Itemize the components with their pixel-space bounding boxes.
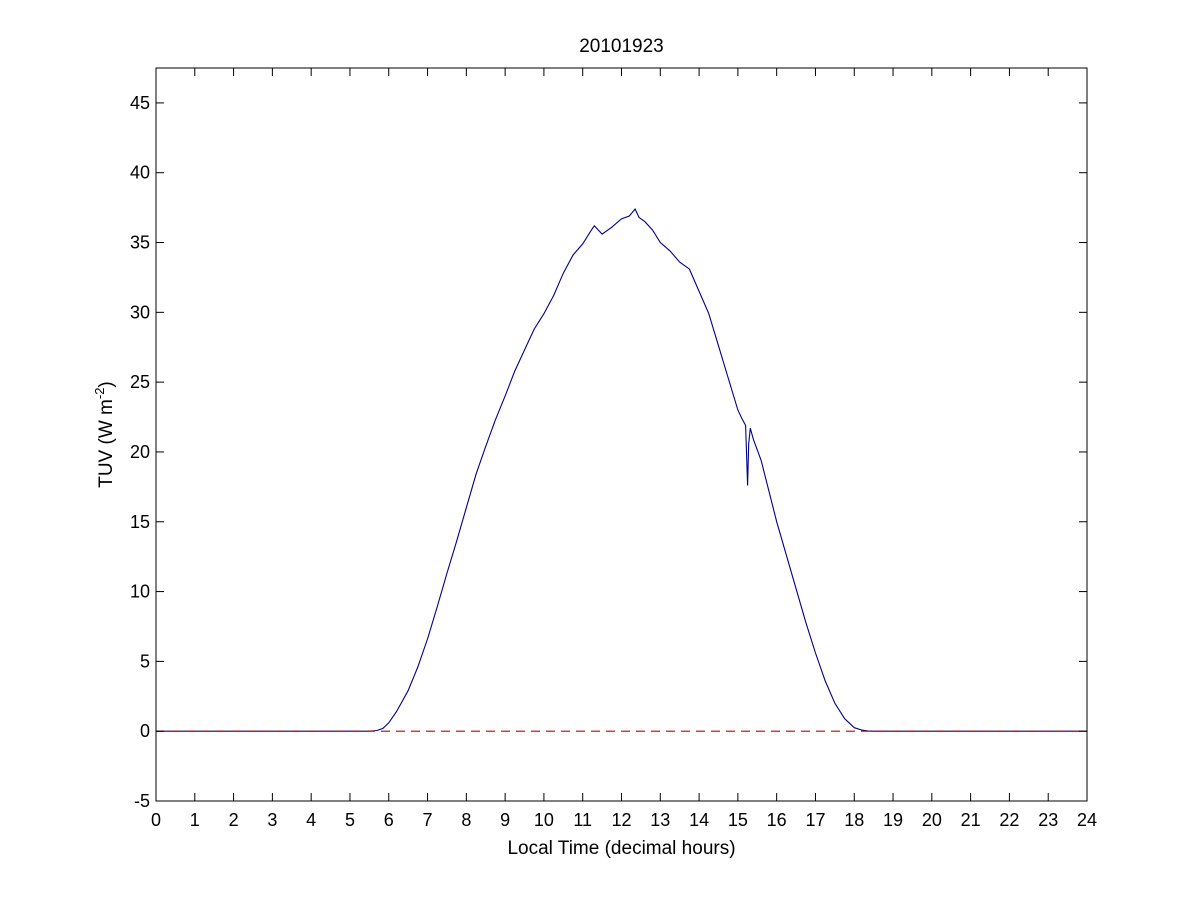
x-tick-label: 24	[1077, 810, 1097, 830]
y-tick-label: 45	[130, 93, 150, 113]
x-axis-label: Local Time (decimal hours)	[507, 838, 735, 859]
y-tick-label: 15	[130, 512, 150, 532]
series-layer	[156, 207, 1087, 732]
x-tick-label: 4	[306, 810, 316, 830]
x-tick-label: 0	[151, 810, 161, 830]
x-tick-label: 6	[384, 810, 394, 830]
chart-title: 20101923	[579, 36, 664, 57]
y-tick-label: 0	[140, 721, 150, 741]
x-tick-label: 22	[999, 810, 1019, 830]
x-tick-label: 20	[922, 810, 942, 830]
x-tick-label: 1	[190, 810, 200, 830]
x-tick-label: 11	[573, 810, 592, 830]
x-tick-label: 23	[1038, 810, 1058, 830]
x-tick-label: 15	[728, 810, 748, 830]
y-axis-label-superscript: -2	[92, 388, 107, 400]
x-tick-label: 17	[805, 810, 825, 830]
x-tick-label: 3	[267, 810, 277, 830]
x-tick-label: 18	[844, 810, 864, 830]
x-tick-label: 21	[961, 810, 981, 830]
x-tick-label: 10	[534, 810, 554, 830]
y-tick-label: -5	[134, 791, 150, 811]
y-tick-label: 5	[140, 651, 150, 671]
x-tick-label: 19	[883, 810, 903, 830]
x-tick-label: 14	[689, 810, 709, 830]
y-axis-label-main: TUV (W m	[96, 399, 117, 488]
y-tick-label: 35	[130, 233, 150, 253]
x-tick-label: 9	[500, 810, 510, 830]
x-tick-label: 2	[229, 810, 239, 830]
y-tick-label: 20	[130, 442, 150, 462]
x-axis-ticks: 0 1 2 3 4 5 6 7 8 9 10 11 12 13 14 15 16 17 18 19 20 21 22 23 24	[151, 68, 1097, 830]
y-axis-ticks: -5 0 5 10 15 20 25 30 35 40 45	[130, 93, 1087, 811]
x-tick-label: 13	[650, 810, 670, 830]
x-tick-label: 16	[767, 810, 787, 830]
y-tick-label: 10	[130, 582, 150, 602]
tuv-series-line	[156, 207, 1087, 732]
y-axis-label: TUV (W m-2)	[92, 381, 117, 488]
y-tick-label: 30	[130, 302, 150, 322]
plot-area	[156, 68, 1087, 801]
x-tick-label: 5	[345, 810, 355, 830]
x-tick-label: 7	[423, 810, 433, 830]
y-tick-label: 40	[130, 163, 150, 183]
x-tick-label: 12	[611, 810, 631, 830]
y-tick-label: 25	[130, 372, 150, 392]
y-axis-label-close: )	[96, 381, 117, 387]
x-tick-label: 8	[461, 810, 471, 830]
